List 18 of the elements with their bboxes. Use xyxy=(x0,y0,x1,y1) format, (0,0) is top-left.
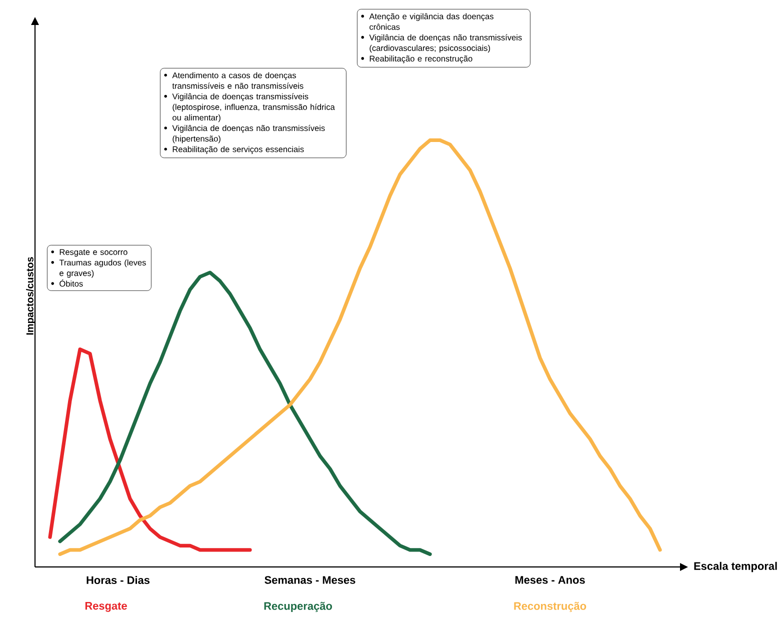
text: Recuperação xyxy=(264,602,332,612)
text: Resgate xyxy=(85,602,127,612)
text: Atenção e vigilância das doenças crônicas xyxy=(369,13,494,30)
annotation: Óbitos xyxy=(60,279,83,287)
text: Reconstrução xyxy=(514,602,586,612)
annotation: Reabilitação de serviços essenciais xyxy=(172,146,304,154)
x-axis-title: Escala temporal xyxy=(694,562,777,572)
annotation: Traumas agudos (leves e graves) xyxy=(59,259,146,278)
text: Semanas - Meses xyxy=(264,576,356,584)
text: Atendimento a casos de doenças transmissíveis e não transmissíveis xyxy=(172,72,304,89)
y-axis-title: Impactos/custos xyxy=(26,257,36,335)
text: Vigilância de doenças transmissíveis (leptospirose, influenza, transmissão hídrica ou alimentar) xyxy=(172,93,335,122)
text: Vigilância de doenças não transmissíveis (cardiovasculares; psicossociais) xyxy=(369,34,522,53)
text: Reabilitação e reconstrução xyxy=(370,55,472,64)
annotation: Resgate e socorro xyxy=(60,249,128,257)
annotation: Vigilância de doenças não transmissíveis (hipertensão) xyxy=(172,124,325,144)
text: Horas - Dias xyxy=(86,576,150,584)
text: Meses - Anos xyxy=(515,576,585,584)
